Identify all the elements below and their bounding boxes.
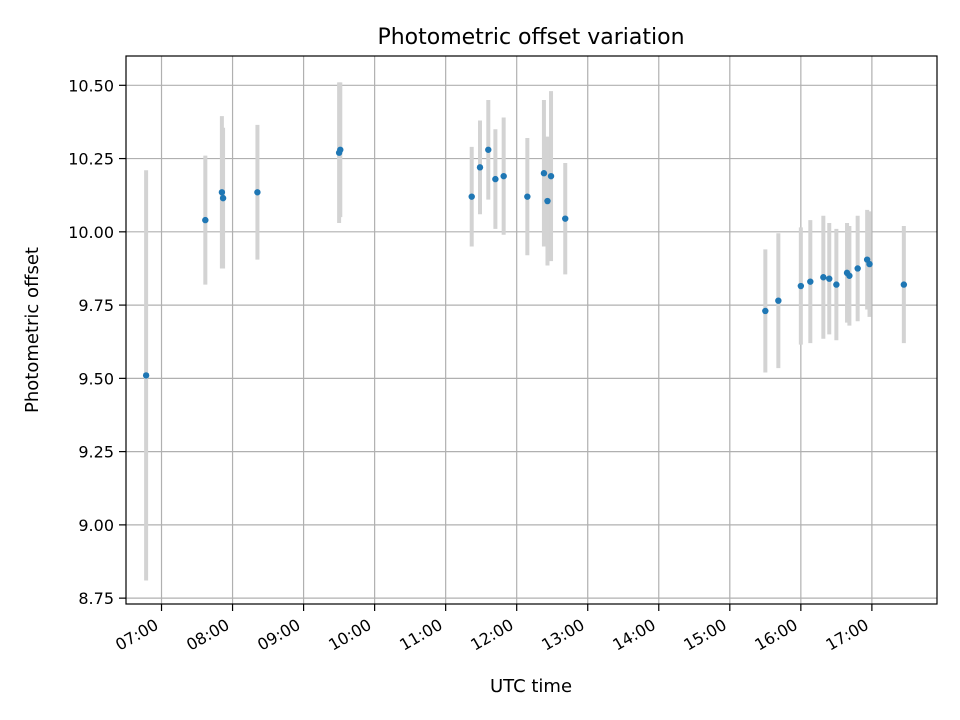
y-tick-label: 9.00	[78, 516, 114, 535]
data-point	[337, 146, 344, 153]
data-point	[562, 215, 569, 222]
data-point	[468, 193, 475, 200]
y-tick-label: 9.75	[78, 296, 114, 315]
data-point	[833, 281, 840, 288]
data-point	[820, 274, 827, 281]
data-point	[866, 260, 873, 268]
y-tick-label: 8.75	[78, 589, 114, 608]
chart-title: Photometric offset variation	[377, 25, 684, 50]
data-point	[500, 172, 507, 180]
data-point	[900, 281, 908, 288]
data-points	[142, 146, 908, 379]
data-point	[826, 275, 833, 282]
data-point	[846, 272, 853, 279]
y-tick-label: 10.50	[68, 76, 114, 95]
data-point	[202, 216, 209, 224]
y-tick-label: 10.00	[68, 223, 114, 242]
data-point	[218, 189, 226, 196]
y-tick-label: 10.25	[68, 150, 114, 169]
data-point	[219, 194, 227, 202]
data-point	[254, 189, 261, 196]
data-point	[540, 170, 548, 177]
y-axis-label: Photometric offset	[22, 247, 43, 413]
data-point	[476, 164, 484, 171]
data-point	[775, 297, 782, 304]
y-axis-ticks: 8.75 9.00 9.25 9.50 9.75 10.00 10.25 10.50	[68, 76, 126, 608]
data-point	[492, 175, 499, 183]
grid-lines	[126, 56, 937, 604]
x-axis-label: UTC time	[490, 676, 572, 697]
data-point	[544, 197, 551, 205]
data-point	[807, 278, 814, 285]
y-tick-label: 9.25	[78, 443, 114, 462]
data-point	[854, 265, 861, 272]
data-point	[797, 282, 805, 290]
data-point	[762, 307, 769, 315]
data-point	[485, 146, 492, 153]
plot-frame	[125, 55, 938, 605]
data-point	[547, 172, 555, 180]
data-point	[524, 193, 531, 200]
data-point	[142, 372, 150, 379]
y-tick-label: 9.50	[78, 369, 114, 388]
